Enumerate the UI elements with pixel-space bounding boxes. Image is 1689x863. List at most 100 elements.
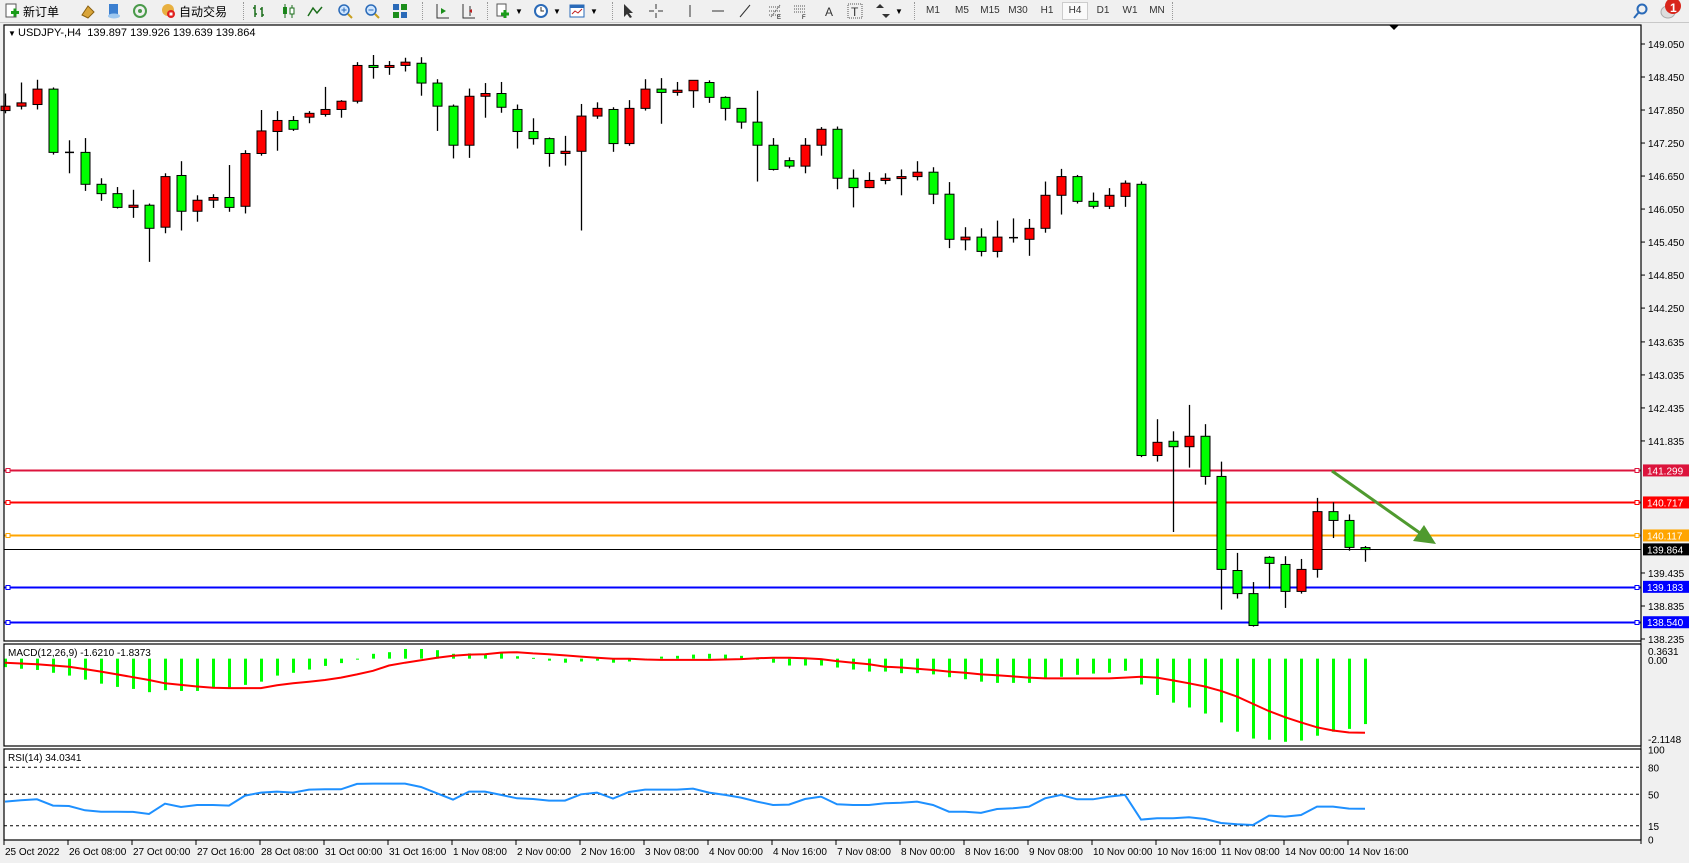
candle <box>368 55 379 79</box>
add-indicator-icon[interactable] <box>495 3 511 19</box>
level-anchor-left <box>5 585 11 590</box>
candle-body <box>1248 593 1259 627</box>
periods-dropdown[interactable]: ▼ <box>553 6 561 16</box>
level-price-label-bg <box>1643 529 1689 542</box>
auto-trade-button[interactable]: 自动交易 <box>160 2 227 20</box>
search-icon[interactable] <box>1632 3 1648 19</box>
candle-body <box>80 151 91 185</box>
line-chart-icon[interactable] <box>307 3 323 19</box>
candle-body <box>784 160 795 167</box>
time-label: 1 Nov 08:00 <box>453 847 507 858</box>
level-anchor-left <box>5 500 11 505</box>
trend-arrow-drawing[interactable] <box>1331 469 1436 544</box>
rsi-pane[interactable] <box>4 766 1641 827</box>
text-icon[interactable]: A <box>822 3 838 19</box>
candle <box>672 81 683 96</box>
timeframe-h1[interactable]: H1 <box>1040 5 1054 16</box>
candle <box>128 189 139 218</box>
gold-icon[interactable] <box>80 3 96 19</box>
candle <box>864 172 875 189</box>
arrows-dropdown[interactable]: ▼ <box>895 6 903 16</box>
candle-body <box>1168 440 1179 448</box>
trendline-icon[interactable] <box>737 3 753 19</box>
candle-body <box>1232 570 1243 595</box>
add-indicator-dropdown[interactable]: ▼ <box>515 6 523 16</box>
candlestick-icon[interactable] <box>280 3 296 19</box>
fibonacci-fan-icon[interactable]: F <box>792 3 808 19</box>
templates-icon[interactable] <box>569 3 585 19</box>
zoom-in-icon[interactable] <box>337 3 353 19</box>
timeframe-mn[interactable]: MN <box>1149 5 1165 16</box>
macd-histogram-bar <box>900 658 903 674</box>
vertical-line-icon[interactable] <box>682 3 698 19</box>
cursor-icon[interactable] <box>620 3 636 19</box>
macd-histogram-bar <box>660 656 663 659</box>
candle <box>1328 502 1339 539</box>
templates-dropdown[interactable]: ▼ <box>590 6 598 16</box>
macd-histogram-bar <box>964 658 967 680</box>
candle-body <box>1280 563 1291 592</box>
macd-histogram-bar <box>580 658 583 662</box>
level-price-label-bg <box>1643 496 1689 509</box>
candle-body <box>1360 547 1371 551</box>
time-label: 25 Oct 2022 <box>5 847 60 858</box>
current-price-label: 139.864 <box>1647 545 1684 556</box>
candle-body <box>400 61 411 66</box>
horizontal-line-icon[interactable] <box>710 3 726 19</box>
candle-body <box>1184 435 1195 448</box>
timeframe-m5[interactable]: M5 <box>955 5 969 16</box>
timeframe-m30[interactable]: M30 <box>1008 5 1028 16</box>
candle-body <box>208 196 219 201</box>
auto-trade-icon <box>162 4 175 18</box>
timeframe-w1[interactable]: W1 <box>1122 5 1138 16</box>
timeframe-m15[interactable]: M15 <box>980 5 1000 16</box>
svg-text:E: E <box>777 15 781 19</box>
macd-histogram-bar <box>884 658 887 672</box>
navigator-icon[interactable] <box>106 3 122 19</box>
periods-icon[interactable] <box>533 3 549 19</box>
trend-arrow-head <box>1413 525 1436 544</box>
price-tick-label: 147.250 <box>1648 139 1685 150</box>
macd-pane[interactable] <box>4 648 1367 742</box>
fibonacci-icon[interactable]: E <box>767 3 783 19</box>
timeframe-d1[interactable]: D1 <box>1096 5 1110 16</box>
symbol-menu-triangle[interactable]: ▼ <box>8 29 16 38</box>
new-order-button[interactable]: 新订单 <box>4 2 59 20</box>
timeframe-m1[interactable]: M1 <box>926 5 940 16</box>
bar-chart-icon[interactable] <box>251 3 267 19</box>
candle-body <box>880 177 891 181</box>
chart-shift-icon[interactable] <box>460 3 476 19</box>
candle <box>480 83 491 118</box>
arrows-icon[interactable] <box>875 3 891 19</box>
trend-arrow-shaft[interactable] <box>1331 469 1421 535</box>
candle-body <box>960 236 971 241</box>
candle-body <box>144 204 155 229</box>
text-label-icon[interactable]: T <box>847 3 863 19</box>
tile-windows-icon[interactable] <box>392 3 408 19</box>
signals-icon[interactable] <box>132 3 148 19</box>
candle <box>576 103 587 231</box>
candle-body <box>912 171 923 178</box>
zoom-out-icon[interactable] <box>364 3 380 19</box>
candle-body <box>736 107 747 123</box>
macd-label: MACD(12,26,9) -1.6210 -1.8373 <box>8 648 151 659</box>
macd-histogram-bar <box>692 654 695 659</box>
price-pane[interactable] <box>0 55 1641 627</box>
candle-body <box>432 82 443 107</box>
candle <box>976 228 987 257</box>
macd-histogram-bar <box>436 650 439 659</box>
alert-button[interactable]: 1 <box>1656 0 1684 19</box>
autoscroll-icon[interactable] <box>434 3 450 19</box>
candle-body <box>1296 568 1307 592</box>
price-tick-label: 141.835 <box>1648 437 1685 448</box>
candle-body <box>752 121 763 146</box>
toolbar-separator <box>243 2 245 20</box>
candle-body <box>384 64 395 68</box>
chart-shift-marker[interactable] <box>1389 25 1399 30</box>
candle <box>1360 545 1371 562</box>
timeframe-h4[interactable]: H4 <box>1062 2 1088 20</box>
candle <box>192 195 203 222</box>
crosshair-icon[interactable] <box>648 3 664 19</box>
macd-histogram-bar <box>484 653 487 659</box>
